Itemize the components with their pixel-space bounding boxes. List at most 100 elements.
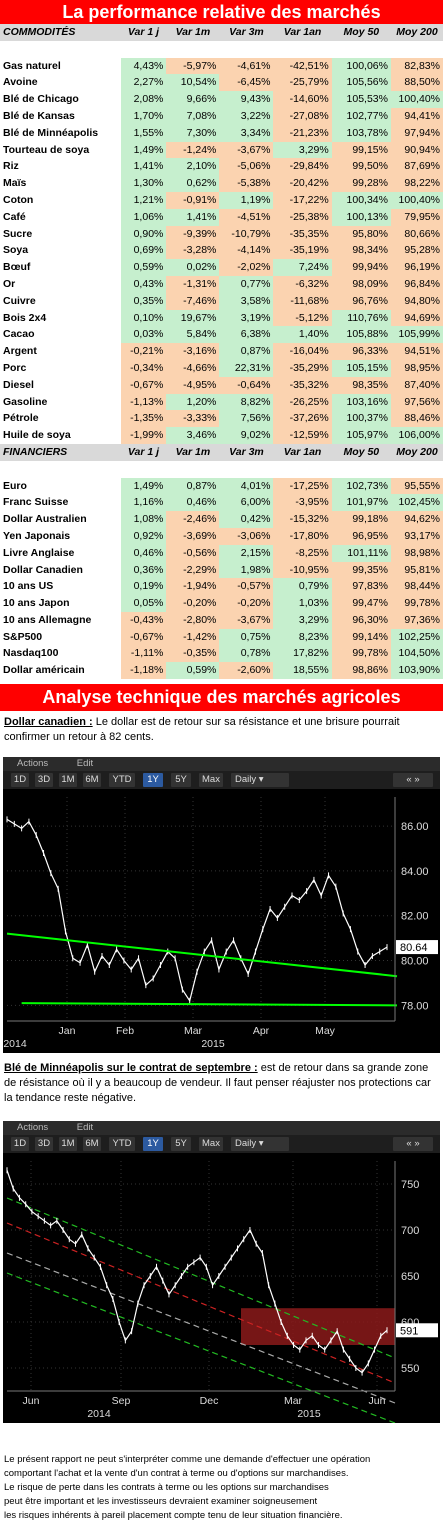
range-button-1d[interactable]: 1D xyxy=(11,1137,29,1152)
x-tick-label: Jun xyxy=(369,1395,386,1407)
value-cell: 0,03% xyxy=(120,326,167,344)
value-cell: -1,18% xyxy=(120,662,167,680)
interval-dropdown[interactable]: Daily ▾ xyxy=(231,1137,289,1152)
row-label: Sucre xyxy=(3,227,33,240)
trend-channel-line xyxy=(6,1222,396,1384)
range-button-5y[interactable]: 5Y xyxy=(171,773,191,788)
value-cell: 0,19% xyxy=(120,578,167,596)
table-row: Nasdaq100 -1,11% -0,35% 0,78% 17,82% 99,78% 10… xyxy=(0,645,443,663)
value-cell: 0,62% xyxy=(166,175,220,192)
table-row: Argent -0,21% -3,16% 0,87% -16,04% 96,33% 94,5… xyxy=(0,343,443,360)
row-label: Cacao xyxy=(3,328,35,341)
value-cell: 94,41% xyxy=(390,107,443,125)
table-row: Franc Suisse 1,16% 0,46% 6,00% -3,95% 101,97%… xyxy=(0,494,443,512)
value-cell: 0,42% xyxy=(219,511,274,528)
value-cell: -1,94% xyxy=(166,578,220,596)
value-cell: -27,08% xyxy=(273,107,332,125)
value-cell: 97,36% xyxy=(390,611,443,629)
range-button-3d[interactable]: 3D xyxy=(35,1137,53,1152)
range-button-6m[interactable]: 6M xyxy=(83,773,101,788)
value-cell: -5,12% xyxy=(273,309,332,327)
interval-dropdown[interactable]: Daily ▾ xyxy=(231,773,289,788)
value-cell: 0,43% xyxy=(120,275,167,293)
trendline xyxy=(6,932,398,978)
value-cell: -21,23% xyxy=(273,124,332,142)
value-cell: 94,51% xyxy=(390,343,443,360)
last-value-label: 80.64 xyxy=(400,942,428,954)
value-cell: 1,08% xyxy=(120,511,167,528)
value-cell: -0,57% xyxy=(219,578,274,596)
value-cell: 1,16% xyxy=(120,494,167,512)
value-cell: 0,69% xyxy=(120,242,167,260)
value-cell: -2,29% xyxy=(166,561,220,579)
commodities-header-row: COMMODITÉS Var 1 j Var 1m Var 3m Var 1an Moy … xyxy=(0,24,443,41)
value-cell: 3,46% xyxy=(166,427,220,444)
value-cell: 99,94% xyxy=(331,259,391,276)
value-cell: 3,29% xyxy=(273,611,332,629)
range-button-3d[interactable]: 3D xyxy=(35,773,53,788)
value-cell: 0,10% xyxy=(120,309,167,327)
column-header: Var 1an xyxy=(273,443,332,461)
edit-menu[interactable]: Edit xyxy=(76,1122,94,1134)
range-button-1m[interactable]: 1M xyxy=(59,773,77,788)
range-button-max[interactable]: Max xyxy=(199,773,223,788)
table-row: Sucre 0,90% -9,39% -10,79% -35,35% 95,80% 80,6… xyxy=(0,225,443,243)
value-cell: 8,82% xyxy=(219,393,274,411)
value-cell: 18,55% xyxy=(273,662,332,680)
row-label: Café xyxy=(3,210,26,223)
value-cell: -5,97% xyxy=(166,57,220,75)
value-cell: 9,66% xyxy=(166,91,220,108)
row-label: Dollar Canadien xyxy=(3,563,83,576)
value-cell: -3,67% xyxy=(219,611,274,629)
value-cell: -4,95% xyxy=(166,376,220,394)
value-cell: 79,95% xyxy=(390,208,443,226)
scroll-arrows-icon[interactable]: « » xyxy=(393,773,433,788)
range-button-1y[interactable]: 1Y xyxy=(143,773,163,788)
column-header: Var 1an xyxy=(273,24,332,41)
row-label: Livre Anglaise xyxy=(3,546,75,559)
disclaimer-line: Le risque de perte dans les contrats à t… xyxy=(4,1482,329,1493)
value-cell: 98,34% xyxy=(331,242,391,260)
range-button-5y[interactable]: 5Y xyxy=(171,1137,191,1152)
range-button-1y[interactable]: 1Y xyxy=(143,1137,163,1152)
table-row: Euro 1,49% 0,87% 4,01% -17,25% 102,73% 95,55% xyxy=(0,477,443,495)
value-cell: 0,46% xyxy=(120,544,167,562)
range-button-6m[interactable]: 6M xyxy=(83,1137,101,1152)
value-cell: 94,69% xyxy=(390,309,443,327)
value-cell: 0,87% xyxy=(219,343,274,360)
row-label: Blé de Kansas xyxy=(3,109,75,122)
value-cell: -0,35% xyxy=(166,645,220,663)
year-label: 2014 xyxy=(87,1408,111,1420)
value-cell: -10,95% xyxy=(273,561,332,579)
value-cell: 98,09% xyxy=(331,275,391,293)
actions-menu[interactable]: Actions xyxy=(17,1122,49,1134)
wheat-commentary: Blé de Minnéapolis sur le contrat de sep… xyxy=(0,1057,443,1121)
value-cell: 0,90% xyxy=(120,225,167,243)
range-button-max[interactable]: Max xyxy=(199,1137,223,1152)
table-row: Soya 0,69% -3,28% -4,14% -35,19% 98,34% 95,28% xyxy=(0,242,443,260)
row-label: Gas naturel xyxy=(3,59,61,72)
cad-label: Dollar canadien : xyxy=(4,716,93,729)
commodities-table: COMMODITÉS Var 1 j Var 1m Var 3m Var 1an Moy … xyxy=(0,24,443,444)
value-cell: -4,61% xyxy=(219,57,274,75)
range-button-1d[interactable]: 1D xyxy=(11,773,29,788)
value-cell: -0,20% xyxy=(166,595,220,612)
wheat-text: est de retour dans sa grande zone de rés… xyxy=(4,1062,431,1105)
value-cell: 102,73% xyxy=(331,477,391,495)
value-cell: 99,18% xyxy=(331,511,391,528)
scroll-arrows-icon[interactable]: « » xyxy=(393,1137,433,1152)
value-cell: -1,11% xyxy=(120,645,167,663)
value-cell: 0,77% xyxy=(219,275,274,293)
value-cell: -3,06% xyxy=(219,527,274,545)
column-header: Moy 200 xyxy=(390,24,443,41)
edit-menu[interactable]: Edit xyxy=(76,758,94,770)
wheat-chart: Actions Edit 1D 3D 1M 6M YTD 1Y 5Y Max Daily ▾ « … xyxy=(3,1121,440,1424)
value-cell: 19,67% xyxy=(166,309,220,327)
value-cell: 97,83% xyxy=(331,578,391,596)
range-button-1m[interactable]: 1M xyxy=(59,1137,77,1152)
range-button-ytd[interactable]: YTD xyxy=(109,773,135,788)
actions-menu[interactable]: Actions xyxy=(17,758,49,770)
value-cell: 6,38% xyxy=(219,326,274,344)
value-cell: 1,49% xyxy=(120,141,167,159)
range-button-ytd[interactable]: YTD xyxy=(109,1137,135,1152)
